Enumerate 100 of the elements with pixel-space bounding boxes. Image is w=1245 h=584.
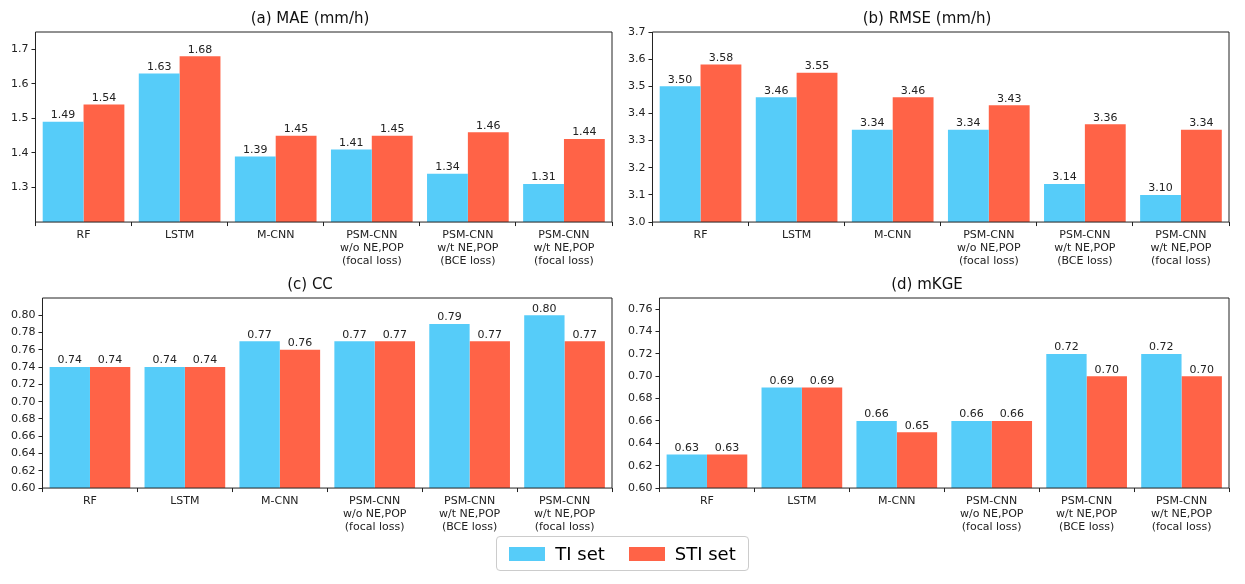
y-tick-label: 0.74 [627,324,653,338]
y-tick-label: 0.76 [627,302,653,316]
y-tick-label: 0.74 [10,359,36,373]
data-label: 1.39 [243,142,268,156]
x-tick-label: PSM-CNN w/t NE,POP (focal loss) [533,228,595,267]
data-label: 3.36 [1093,110,1118,124]
data-label: 3.14 [1052,170,1077,184]
y-tick-label: 1.6 [10,76,29,90]
x-tick-label: PSM-CNN w/t NE,POP (BCE loss) [1054,228,1116,267]
y-tick-label: 0.72 [10,377,36,391]
data-label: 0.76 [287,336,313,350]
data-label: 1.54 [91,90,117,104]
data-label: 3.46 [763,83,789,97]
data-label: 0.79 [437,310,462,324]
data-label: 1.34 [435,160,460,174]
y-tick-label: 3.2 [627,160,646,174]
data-label: 0.77 [247,327,272,341]
data-label: 3.10 [1148,181,1173,195]
data-label: 1.44 [572,125,597,139]
data-label: 0.70 [1189,362,1214,376]
data-label: 0.77 [572,327,597,341]
data-label: 3.50 [667,72,693,86]
data-label: 1.49 [50,108,76,122]
data-label: 0.74 [192,353,218,367]
y-tick-label: 0.64 [627,436,653,450]
legend-label: STI set [674,543,736,564]
data-label: 3.34 [1189,116,1214,130]
x-tick-label: M-CNN [256,228,295,242]
data-label: 1.31 [531,170,556,184]
data-label: 0.69 [769,373,794,387]
x-tick-label: LSTM [781,228,812,242]
data-label: 3.55 [804,59,830,73]
y-tick-label: 0.64 [10,446,36,460]
data-label: 3.43 [996,91,1022,105]
y-tick-label: 0.76 [10,342,36,356]
chart-title: (b) RMSE (mm/h) [862,8,992,27]
x-tick-label: PSM-CNN w/t NE,POP (BCE loss) [1056,494,1118,533]
data-label: 0.66 [959,407,984,421]
x-tick-label: RF [76,228,91,242]
y-tick-label: 3.0 [627,214,646,228]
x-tick-label: M-CNN [877,494,916,508]
data-label: 0.70 [1094,362,1120,376]
x-tick-label: LSTM [164,228,195,242]
y-tick-label: 3.6 [627,52,646,66]
data-label: 3.46 [900,83,926,97]
y-tick-label: 0.62 [10,463,36,477]
x-tick-label: PSM-CNN w/t NE,POP (BCE loss) [439,494,501,533]
data-label: 0.74 [152,353,177,367]
data-label: 3.58 [708,50,734,64]
x-tick-label: M-CNN [260,494,299,508]
y-tick-label: 0.68 [627,391,653,405]
data-label: 0.72 [1054,340,1079,354]
data-label: 1.46 [476,118,501,132]
y-tick-label: 3.3 [627,133,646,147]
data-label: 1.45 [283,122,309,136]
data-label: 0.63 [714,440,740,454]
data-label: 0.80 [532,301,557,315]
y-tick-label: 1.4 [10,145,29,159]
y-tick-label: 0.70 [627,369,653,383]
data-label: 1.68 [187,42,213,56]
y-tick-label: 0.62 [627,458,653,472]
y-tick-label: 0.72 [627,346,653,360]
y-tick-label: 0.80 [10,308,36,322]
y-tick-label: 1.7 [10,42,29,56]
y-tick-label: 3.1 [627,187,646,201]
y-tick-label: 3.4 [627,106,646,120]
data-label: 0.77 [342,327,367,341]
data-label: 0.72 [1149,340,1174,354]
data-label: 1.45 [379,122,405,136]
data-label: 0.69 [809,373,835,387]
x-tick-label: PSM-CNN w/t NE,POP (focal loss) [1150,228,1212,267]
data-label: 0.77 [382,327,408,341]
x-tick-label: RF [693,228,708,242]
data-label: 0.66 [864,407,889,421]
x-tick-label: PSM-CNN w/t NE,POP (focal loss) [533,494,596,533]
x-tick-label: PSM-CNN w/t NE,POP (focal loss) [1150,494,1213,533]
data-label: 0.74 [97,353,123,367]
y-tick-label: 0.68 [10,411,36,425]
data-label: 3.34 [860,116,885,130]
data-label: 0.77 [477,327,503,341]
x-tick-label: LSTM [170,494,200,508]
data-label: 3.34 [956,116,981,130]
y-tick-label: 0.60 [627,480,653,494]
y-tick-label: 1.5 [10,111,29,125]
y-tick-label: 0.60 [10,480,36,494]
data-label: 0.66 [999,407,1025,421]
x-tick-label: RF [82,494,97,508]
x-tick-label: PSM-CNN w/o NE,POP (focal loss) [959,494,1024,533]
chart-title: (a) MAE (mm/h) [250,8,370,27]
x-tick-label: PSM-CNN w/o NE,POP (focal loss) [957,228,1021,267]
x-tick-label: M-CNN [873,228,912,242]
x-tick-label: LSTM [787,494,817,508]
y-tick-label: 3.7 [627,24,646,38]
data-label: 0.63 [674,440,700,454]
x-tick-label: PSM-CNN w/t NE,POP (BCE loss) [437,228,499,267]
y-tick-label: 1.3 [10,180,29,194]
data-label: 1.63 [146,59,172,73]
y-tick-label: 0.66 [10,429,36,443]
y-tick-label: 0.78 [10,325,36,339]
data-label: 1.41 [339,135,364,149]
